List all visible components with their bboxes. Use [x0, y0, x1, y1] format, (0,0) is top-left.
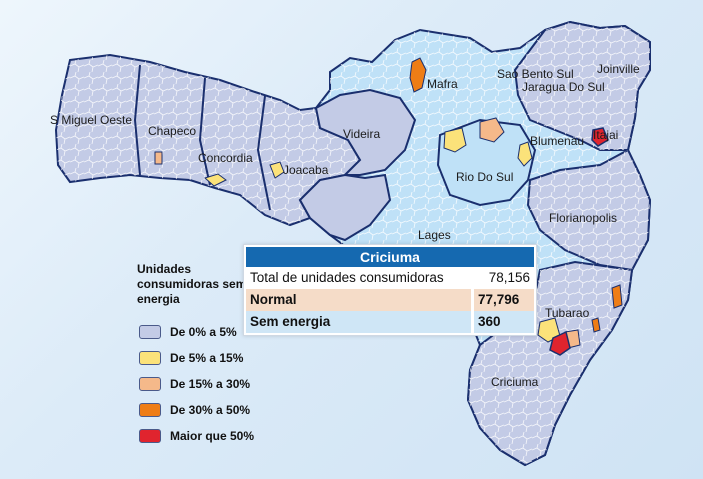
legend-swatch: [139, 377, 161, 391]
popup-title: Criciuma: [246, 247, 534, 267]
sem-energia-value: 360: [471, 311, 534, 333]
legend-swatch: [139, 325, 161, 339]
legend-swatch: [139, 403, 161, 417]
muni-rio-do-sul-yellow[interactable]: [443, 127, 467, 153]
muni-chapeco-peach[interactable]: [154, 151, 163, 165]
muni-criciuma-red[interactable]: [549, 330, 571, 356]
city-label: Chapeco: [148, 124, 197, 138]
popup-row-total: Total de unidades consumidoras 78,156: [246, 267, 534, 289]
normal-value: 77,796: [471, 289, 534, 311]
total-value: 78,156: [488, 270, 530, 285]
muni-mafra-orange[interactable]: [409, 57, 427, 93]
city-label: Joacaba: [283, 163, 329, 177]
city-label: Joinville: [597, 62, 640, 76]
sem-energia-label: Sem energia: [250, 314, 331, 329]
city-label: Rio Do Sul: [456, 170, 514, 184]
info-popup: Criciuma Total de unidades consumidoras …: [243, 244, 537, 336]
region-joacaba-south[interactable]: [298, 173, 392, 242]
muni-concordia-yellow[interactable]: [204, 173, 227, 187]
normal-label: Normal: [250, 292, 297, 307]
city-label: S Miguel Oeste: [50, 113, 133, 127]
legend-title: Unidades consumidoras sem energia: [137, 262, 247, 306]
legend-label: Maior que 50%: [170, 429, 255, 443]
legend-label: De 5% a 15%: [170, 351, 244, 365]
city-label: Itajai: [593, 128, 619, 142]
legend-item-0-5: De 0% a 5%: [139, 323, 237, 341]
popup-row-sem-energia: Sem energia 360: [246, 311, 534, 333]
legend-label: De 0% a 5%: [170, 325, 237, 339]
city-label: Jaragua Do Sul: [522, 80, 605, 94]
total-label: Total de unidades consumidoras: [250, 270, 444, 285]
city-label: Tubarao: [545, 306, 590, 320]
city-label: Florianopolis: [549, 211, 618, 225]
legend-label: De 30% a 50%: [170, 403, 251, 417]
city-label: Videira: [343, 127, 381, 141]
legend-item-over-50: Maior que 50%: [139, 427, 254, 445]
legend-item-15-30: De 15% a 30%: [139, 375, 250, 393]
legend-swatch: [139, 351, 161, 365]
city-label: Mafra: [427, 77, 458, 91]
city-label: Blumenau: [530, 134, 585, 148]
legend-item-30-50: De 30% a 50%: [139, 401, 250, 419]
popup-row-normal: Normal 77,796: [246, 289, 534, 311]
city-label: Concordia: [198, 151, 253, 165]
muni-tubarao-orange-2[interactable]: [591, 317, 601, 333]
legend-label: De 15% a 30%: [170, 377, 251, 391]
muni-itajai-red[interactable]: [591, 127, 609, 147]
legend-item-5-15: De 5% a 15%: [139, 349, 243, 367]
city-label: Sao Bento Sul: [497, 67, 574, 81]
city-label: Criciuma: [491, 375, 539, 389]
muni-rio-do-sul-peach[interactable]: [479, 117, 505, 143]
muni-rio-do-sul-yellow-2[interactable]: [517, 141, 533, 167]
muni-joacaba-yellow[interactable]: [269, 161, 285, 179]
muni-tubarao-orange[interactable]: [611, 284, 623, 309]
region-videira[interactable]: [314, 88, 417, 176]
legend-swatch: [139, 429, 161, 443]
city-label: Lages: [418, 228, 451, 242]
